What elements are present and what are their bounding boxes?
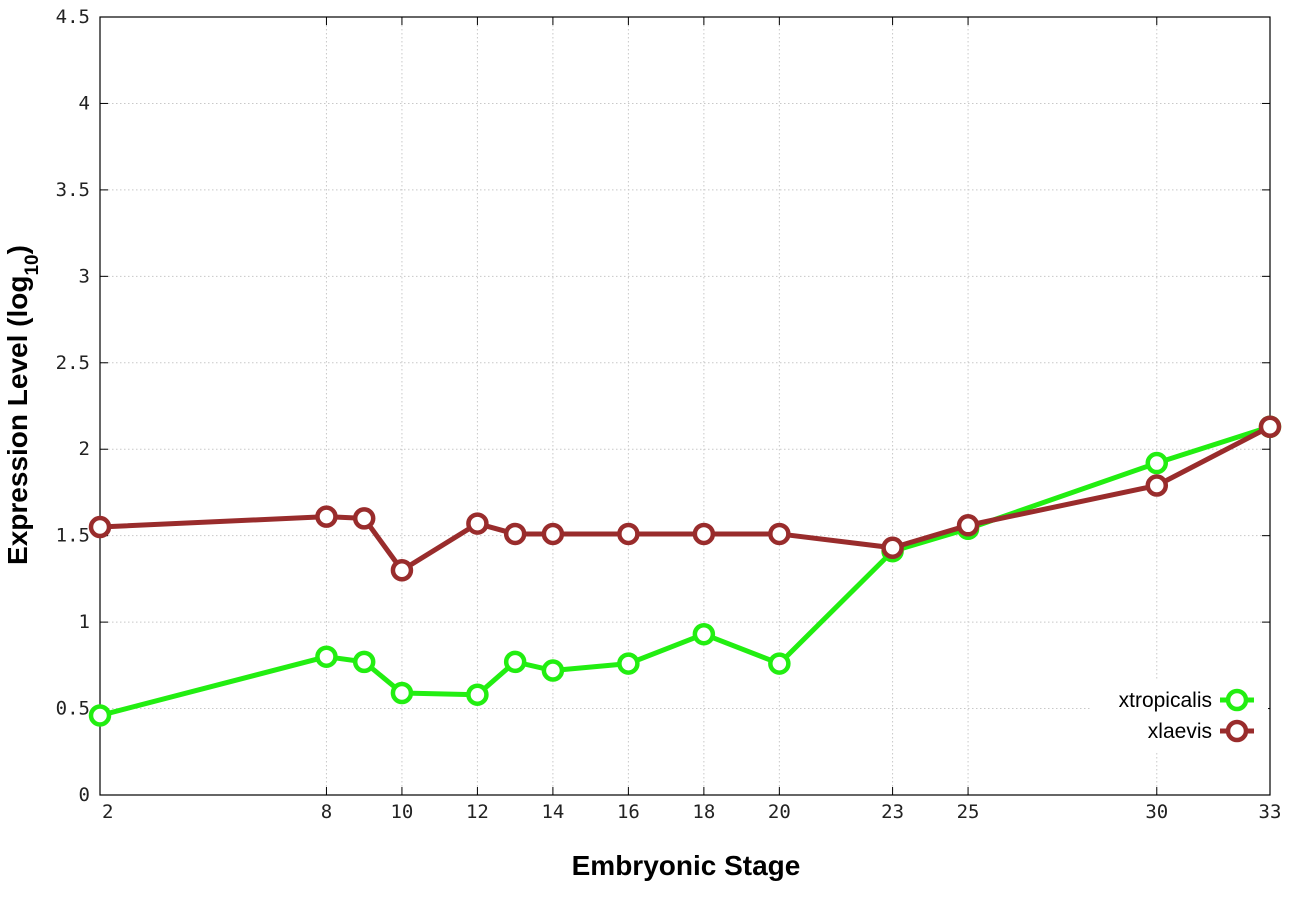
data-point-xlaevis [881, 536, 904, 560]
legend-label-xtropicalis: xtropicalis [1119, 689, 1212, 712]
series-xlaevis [88, 415, 1282, 582]
y-axis-title-close: ) [2, 245, 33, 254]
x-tick-label: 2 [102, 801, 113, 823]
x-tick-label: 18 [692, 801, 715, 823]
y-axis-title-sub: 10 [22, 254, 43, 275]
data-point-xlaevis [315, 505, 338, 528]
y-tick-label: 1 [79, 611, 90, 633]
axes [99, 16, 1271, 796]
x-tick-label: 30 [1145, 801, 1168, 823]
series-line-xlaevis [97, 424, 1273, 573]
data-point-xlaevis [503, 522, 527, 546]
legend-label-xlaevis: xlaevis [1148, 720, 1212, 743]
x-axis-title: Embryonic Stage [572, 850, 801, 881]
x-tick-label: 16 [617, 801, 640, 823]
x-tick-label: 23 [881, 801, 904, 823]
x-tick-label: 25 [957, 801, 980, 823]
y-axis-title: Expression Level (log10) [2, 245, 43, 565]
plot-frame [99, 16, 1271, 796]
data-point-xlaevis [768, 522, 791, 546]
series-xtropicalis [88, 415, 1282, 727]
x-tick-label: 20 [768, 801, 791, 823]
data-point-xlaevis [390, 558, 414, 582]
y-axis-title-main: Expression Level (log [2, 276, 33, 565]
data-point-xtropicalis [315, 645, 338, 668]
x-tick-label: 8 [321, 801, 332, 823]
data-point-xtropicalis [1145, 451, 1169, 475]
data-point-xlaevis [88, 515, 112, 539]
legend: xtropicalis xlaevis [1090, 680, 1268, 752]
y-tick-label: 0 [79, 784, 90, 806]
legend-marker-xtropicalis [1225, 688, 1249, 712]
data-point-xtropicalis [768, 652, 791, 675]
data-point-xlaevis [617, 522, 640, 546]
data-point-xtropicalis [541, 659, 565, 682]
x-tick-label: 10 [390, 801, 413, 823]
data-point-xlaevis [466, 512, 489, 535]
data-point-xlaevis [352, 507, 376, 530]
x-tick-label: 33 [1259, 801, 1282, 823]
data-point-xlaevis [692, 522, 716, 546]
series-line-xtropicalis [97, 424, 1273, 718]
x-tick-label: 12 [466, 801, 489, 823]
y-tick-label: 1.5 [56, 525, 90, 547]
data-point-xlaevis [541, 522, 565, 546]
y-tick-label: 4 [79, 92, 90, 114]
data-point-xlaevis [956, 514, 980, 537]
data-point-xtropicalis [617, 652, 640, 675]
data-point-xlaevis [1258, 415, 1282, 438]
y-tick-label: 4.5 [56, 6, 90, 28]
data-point-xtropicalis [88, 704, 112, 727]
tick-labels: 0 0.5 1 1.5 2 2.5 3 3.5 4 4.5 2 8 10 12 14 16 18 20 23 25 30… [56, 6, 1282, 823]
data-point-xtropicalis [692, 622, 716, 646]
y-tick-label: 3.5 [56, 179, 90, 201]
y-tick-label: 0.5 [56, 698, 90, 720]
y-tick-label: 3 [79, 265, 90, 287]
x-tick-label: 14 [541, 801, 564, 823]
grid-lines [100, 17, 1270, 795]
y-tick-label: 2.5 [56, 352, 90, 374]
data-point-xlaevis [1145, 474, 1169, 497]
data-point-xtropicalis [466, 683, 489, 706]
legend-marker-xlaevis [1225, 719, 1249, 743]
data-point-xtropicalis [503, 650, 527, 674]
data-point-xtropicalis [352, 650, 376, 674]
series-layer [88, 415, 1282, 727]
data-point-xtropicalis [390, 681, 414, 705]
y-tick-label: 2 [79, 438, 90, 460]
